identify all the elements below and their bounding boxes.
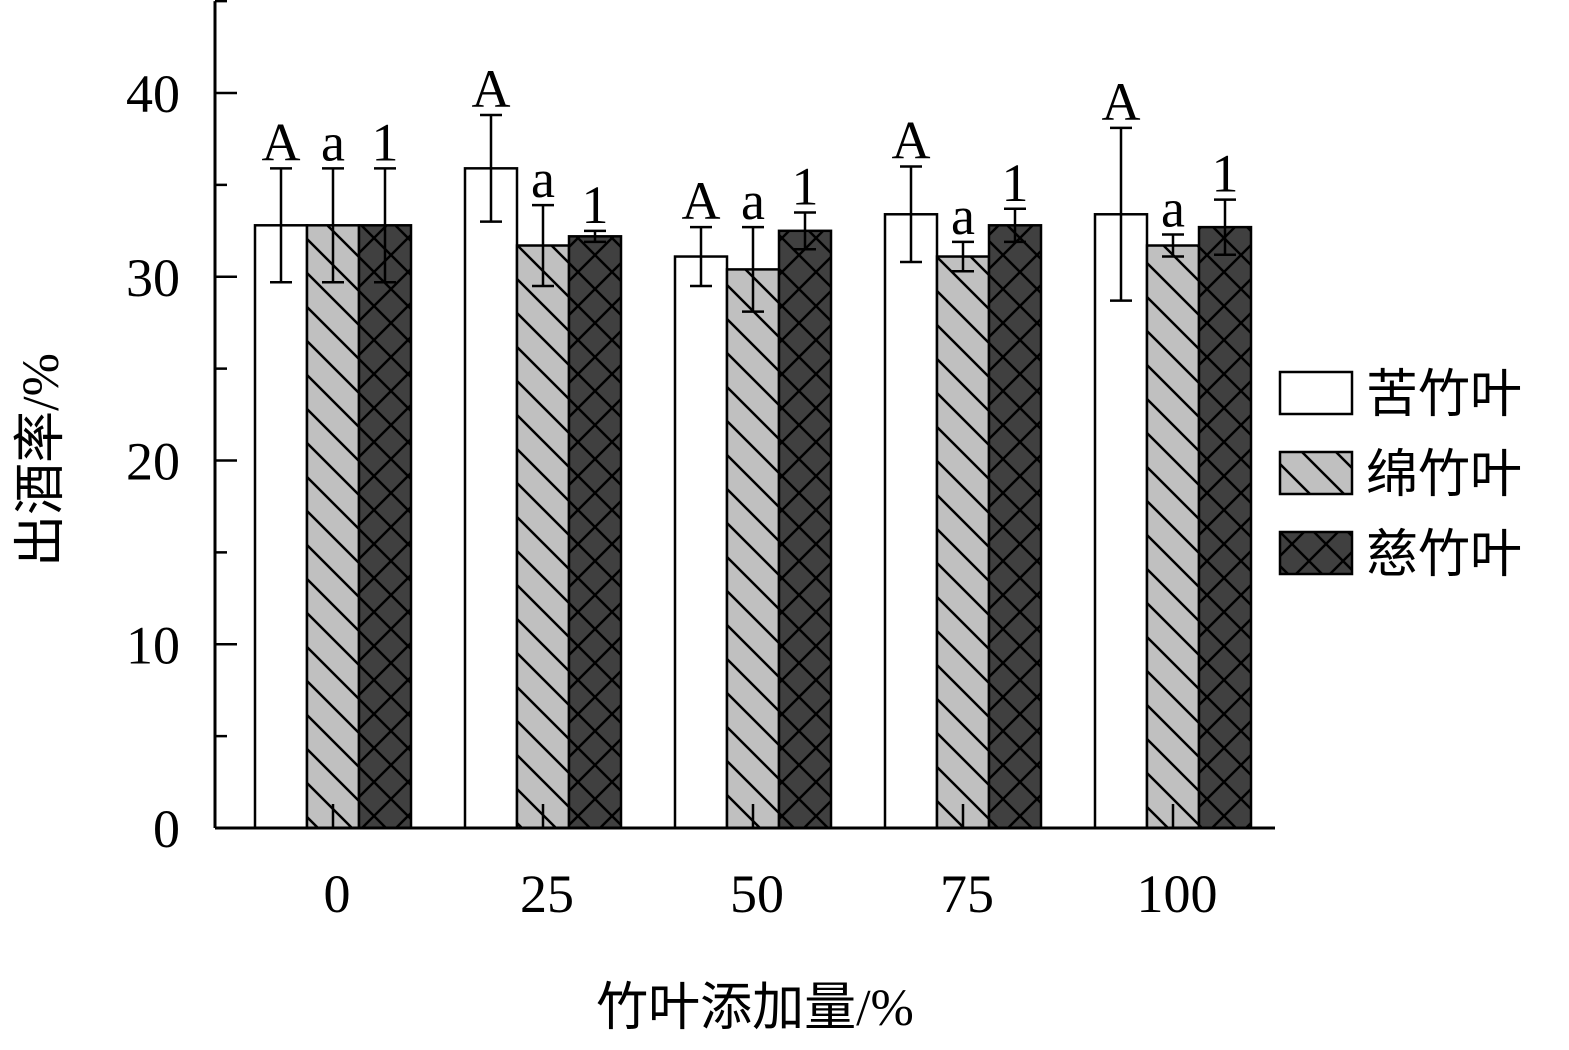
y-axis-label: 出酒率/% — [13, 353, 70, 567]
legend-label: 慈竹叶 — [1366, 527, 1522, 584]
x-tick-label: 75 — [940, 864, 994, 924]
x-tick-label: 0 — [324, 864, 351, 924]
bar — [515, 244, 571, 830]
bar — [305, 224, 361, 830]
bar — [935, 255, 991, 830]
bar — [1093, 213, 1149, 830]
significance-label: a — [741, 171, 765, 231]
x-axis-label: 竹叶添加量/% — [596, 980, 914, 1037]
significance-label: A — [472, 59, 511, 119]
legend-label: 苦竹叶 — [1366, 367, 1522, 424]
bar — [253, 224, 309, 830]
bar — [987, 224, 1043, 830]
significance-label: A — [262, 112, 301, 172]
significance-label: a — [321, 112, 345, 172]
significance-label: a — [531, 149, 555, 209]
bar — [673, 255, 729, 830]
y-tick-label: 20 — [126, 432, 180, 492]
y-tick-label: 0 — [153, 799, 180, 859]
significance-label: 1 — [582, 175, 609, 235]
x-tick-label: 100 — [1137, 864, 1218, 924]
bar — [357, 224, 413, 830]
y-tick-label: 30 — [126, 248, 180, 308]
legend-swatch — [1278, 450, 1354, 496]
bar — [1145, 244, 1201, 830]
significance-label: A — [682, 171, 721, 231]
y-tick-label: 10 — [126, 615, 180, 675]
bar — [567, 235, 623, 830]
bar — [777, 229, 833, 830]
significance-label: A — [892, 111, 931, 171]
significance-label: a — [951, 186, 975, 246]
legend-swatch — [1278, 530, 1354, 576]
x-tick-label: 25 — [520, 864, 574, 924]
significance-label: a — [1161, 178, 1185, 238]
significance-label: 1 — [792, 156, 819, 216]
significance-label: 1 — [372, 112, 399, 172]
significance-label: 1 — [1212, 144, 1239, 204]
significance-label: A — [1102, 72, 1141, 132]
bar — [1197, 225, 1253, 830]
significance-label: 1 — [1002, 153, 1029, 213]
bar — [883, 213, 939, 830]
y-tick-label: 40 — [126, 64, 180, 124]
bar — [725, 268, 781, 830]
legend-label: 绵竹叶 — [1366, 447, 1522, 504]
bar — [463, 167, 519, 830]
x-tick-label: 50 — [730, 864, 784, 924]
legend-swatch — [1278, 370, 1354, 416]
